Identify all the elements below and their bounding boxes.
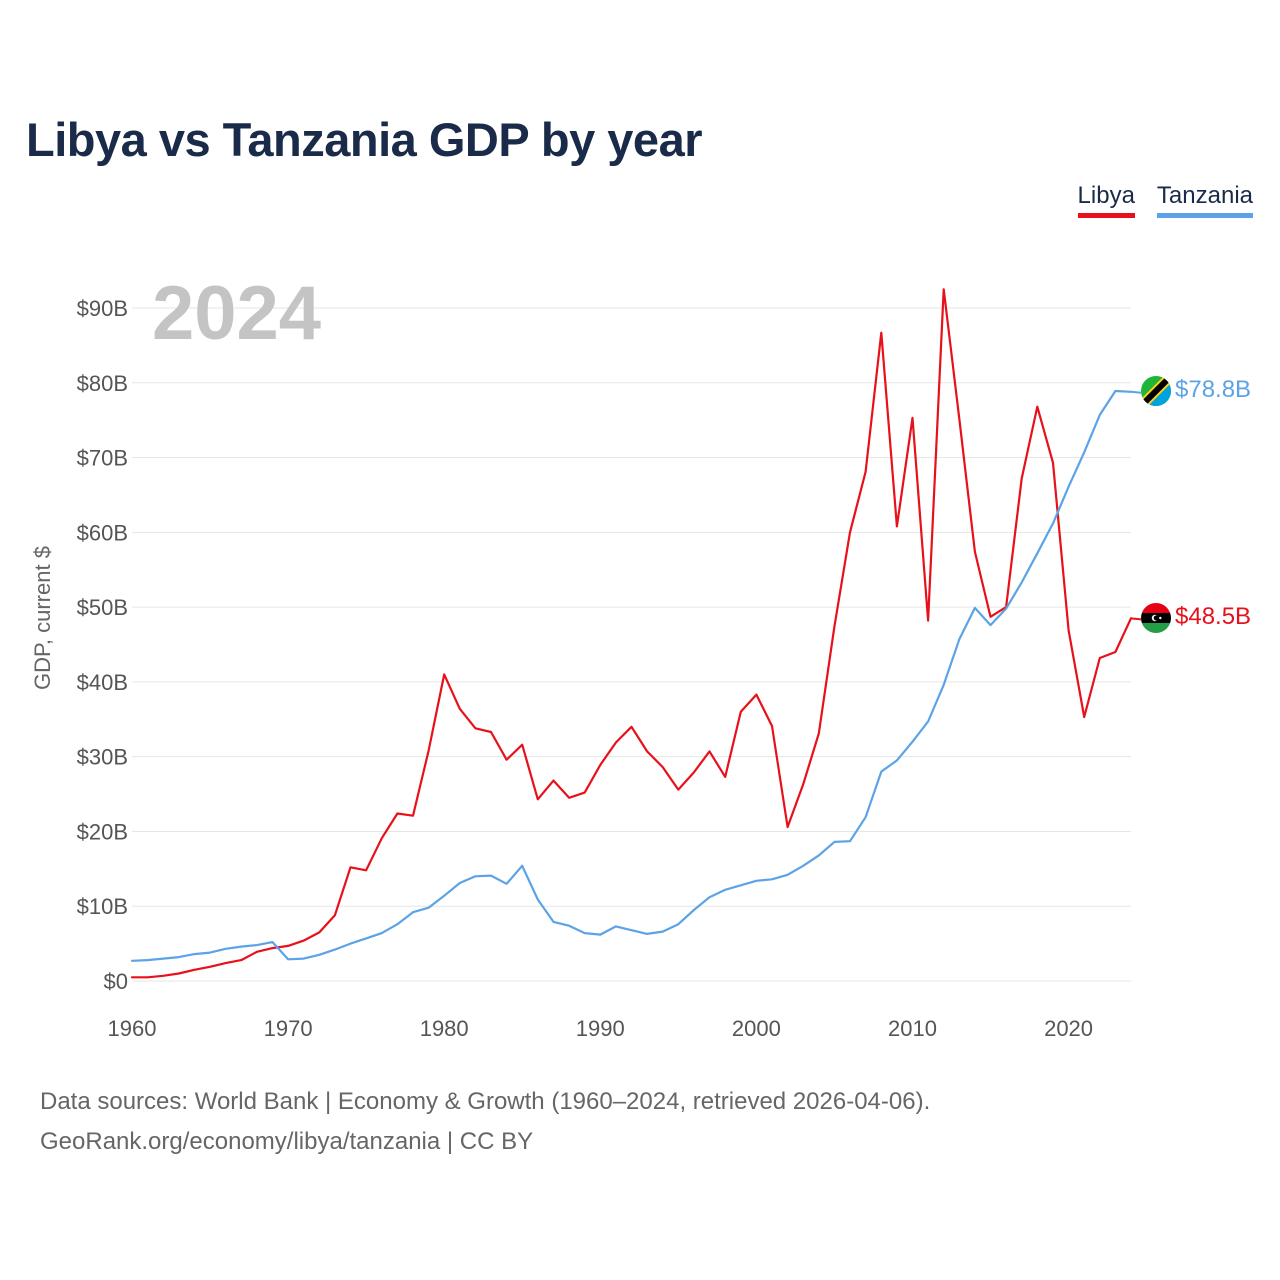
series-line-libya <box>130 288 1133 979</box>
series-connector-tanzania <box>1130 390 1142 394</box>
series-connector-libya <box>1130 617 1142 621</box>
y-tick-label: $80B <box>77 371 128 396</box>
x-tick-label: 2000 <box>732 1016 781 1041</box>
x-tick-label: 1990 <box>576 1016 625 1041</box>
x-tick-label: 2010 <box>888 1016 937 1041</box>
gdp-line-chart: 2024 $0$10B$20B$30B$40B$50B$60B$70B$80B$… <box>30 271 1251 1041</box>
footer: Data sources: World Bank | Economy & Gro… <box>40 1082 930 1162</box>
source-url-license: GeoRank.org/economy/libya/tanzania | CC … <box>40 1128 534 1155</box>
series-lines <box>130 288 1142 979</box>
x-tick-label: 1980 <box>420 1016 469 1041</box>
legend-item-libya[interactable]: Libya <box>1077 182 1135 218</box>
y-tick-label: $40B <box>77 670 128 695</box>
libya-end-value: $48.5B <box>1175 603 1251 630</box>
chart-title: Libya vs Tanzania GDP by year <box>26 113 703 166</box>
libya-flag-icon <box>1141 603 1171 633</box>
x-axis-ticks: 1960 1970 1980 1990 2000 2010 2020 <box>108 1016 1094 1041</box>
y-tick-label: $10B <box>77 894 128 919</box>
data-sources-note: Data sources: World Bank | Economy & Gro… <box>40 1088 931 1115</box>
y-tick-label: $70B <box>77 446 128 471</box>
y-tick-label: $50B <box>77 595 128 620</box>
y-tick-label: $30B <box>77 745 128 770</box>
tanzania-flag-icon <box>1141 376 1171 406</box>
series-line-tanzania <box>130 389 1133 962</box>
y-tick-label: $20B <box>77 819 128 844</box>
y-axis-label: GDP, current $ <box>30 546 55 690</box>
gridlines <box>132 307 1131 982</box>
legend-item-tanzania[interactable]: Tanzania <box>1156 182 1253 218</box>
y-tick-label: $60B <box>77 520 128 545</box>
y-tick-label: $0 <box>104 969 128 994</box>
y-tick-label: $90B <box>77 296 128 321</box>
x-tick-label: 1970 <box>264 1016 313 1041</box>
x-tick-label: 1960 <box>108 1016 157 1041</box>
y-axis-ticks: $0 $10B $20B $30B $40B $50B $60B $70B $80B $90B <box>77 296 128 994</box>
year-watermark: 2024 <box>152 271 321 356</box>
x-tick-label: 2020 <box>1044 1016 1093 1041</box>
legend: Libya Tanzania <box>1077 182 1253 218</box>
tanzania-end-value: $78.8B <box>1175 376 1251 403</box>
